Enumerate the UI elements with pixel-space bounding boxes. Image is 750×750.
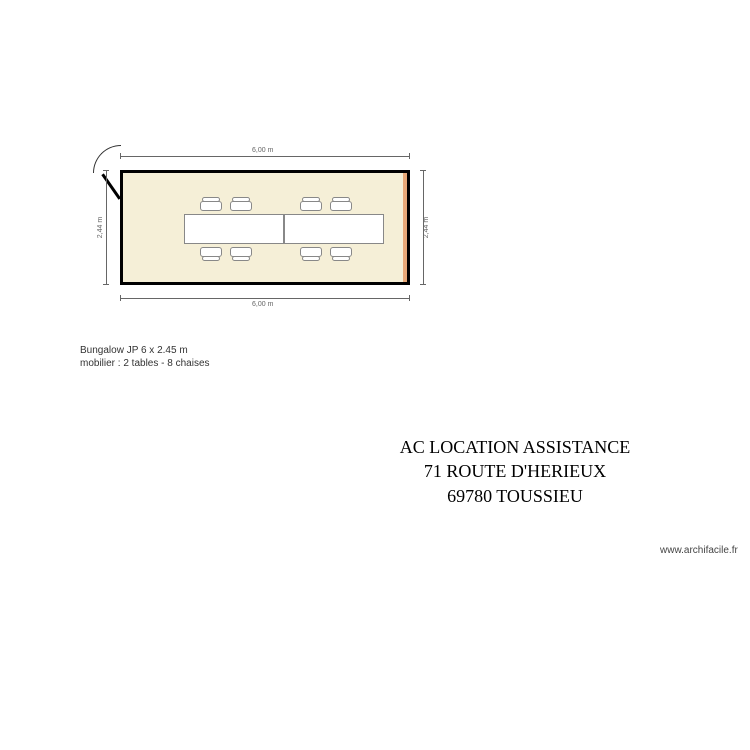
desc-line-1: Bungalow JP 6 x 2.45 m: [80, 345, 210, 358]
dim-bottom-tick-l: [120, 295, 121, 301]
table-1: [184, 214, 284, 244]
title-line-1: AC LOCATION ASSISTANCE: [330, 435, 700, 459]
title-line-2: 71 ROUTE D'HERIEUX: [330, 459, 700, 483]
plan-description: Bungalow JP 6 x 2.45 m mobilier : 2 tabl…: [80, 345, 210, 370]
dim-right-label: 2,44 m: [423, 217, 430, 238]
chair-bottom-3: [300, 247, 322, 261]
chair-bottom-2: [230, 247, 252, 261]
title-line-3: 69780 TOUSSIEU: [330, 484, 700, 508]
table-2: [284, 214, 384, 244]
dim-left-line: [106, 170, 107, 285]
dim-left-tick-b: [103, 284, 109, 285]
dim-right-tick-b: [420, 284, 426, 285]
dim-top-tick-r: [409, 153, 410, 159]
chair-bottom-1: [200, 247, 222, 261]
window-right: [403, 173, 407, 282]
dim-top-line: [120, 156, 410, 157]
chair-top-1: [200, 197, 222, 211]
door-arc: [93, 145, 121, 173]
watermark-link: www.archifacile.fr: [660, 545, 738, 556]
title-block: AC LOCATION ASSISTANCE 71 ROUTE D'HERIEU…: [330, 435, 700, 508]
dim-bottom-tick-r: [409, 295, 410, 301]
dim-top-tick-l: [120, 153, 121, 159]
dim-left-tick-t: [103, 170, 109, 171]
door-leaf: [101, 173, 121, 199]
desc-line-2: mobilier : 2 tables - 8 chaises: [80, 358, 210, 371]
floor-plan: 6,00 m 6,00 m 2,44 m 2,44 m: [120, 170, 410, 285]
dim-right-tick-t: [420, 170, 426, 171]
chair-bottom-4: [330, 247, 352, 261]
chair-top-4: [330, 197, 352, 211]
chair-top-3: [300, 197, 322, 211]
dim-top-label: 6,00 m: [252, 147, 273, 154]
dim-left-label: 2,44 m: [97, 217, 104, 238]
dim-bottom-label: 6,00 m: [252, 301, 273, 308]
dim-bottom-line: [120, 298, 410, 299]
chair-top-2: [230, 197, 252, 211]
